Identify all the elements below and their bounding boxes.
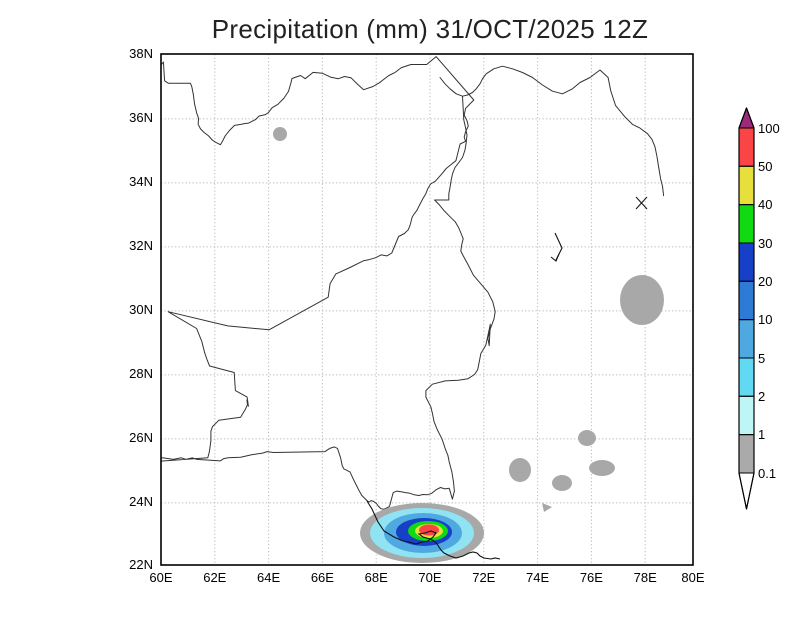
svg-text:Precipitation (mm) 31/OCT/2025: Precipitation (mm) 31/OCT/2025 12Z bbox=[212, 14, 648, 44]
svg-text:30: 30 bbox=[758, 236, 772, 251]
svg-text:32N: 32N bbox=[129, 238, 153, 253]
svg-text:64E: 64E bbox=[257, 570, 280, 585]
svg-text:28N: 28N bbox=[129, 366, 153, 381]
svg-text:50: 50 bbox=[758, 159, 772, 174]
svg-text:62E: 62E bbox=[203, 570, 226, 585]
svg-text:78E: 78E bbox=[634, 570, 657, 585]
svg-text:38N: 38N bbox=[129, 46, 153, 61]
svg-text:80E: 80E bbox=[681, 570, 704, 585]
svg-text:34N: 34N bbox=[129, 174, 153, 189]
svg-text:72E: 72E bbox=[472, 570, 495, 585]
svg-text:24N: 24N bbox=[129, 494, 153, 509]
svg-text:20: 20 bbox=[758, 274, 772, 289]
svg-text:100: 100 bbox=[758, 121, 780, 136]
svg-text:40: 40 bbox=[758, 197, 772, 212]
svg-text:26N: 26N bbox=[129, 430, 153, 445]
svg-text:74E: 74E bbox=[526, 570, 549, 585]
svg-text:30N: 30N bbox=[129, 302, 153, 317]
svg-text:66E: 66E bbox=[311, 570, 334, 585]
svg-text:68E: 68E bbox=[365, 570, 388, 585]
svg-text:76E: 76E bbox=[580, 570, 603, 585]
svg-text:0.1: 0.1 bbox=[758, 466, 776, 481]
svg-text:36N: 36N bbox=[129, 110, 153, 125]
svg-text:70E: 70E bbox=[418, 570, 441, 585]
svg-text:1: 1 bbox=[758, 427, 765, 442]
svg-text:10: 10 bbox=[758, 312, 772, 327]
svg-text:60E: 60E bbox=[149, 570, 172, 585]
svg-text:5: 5 bbox=[758, 351, 765, 366]
svg-text:2: 2 bbox=[758, 389, 765, 404]
